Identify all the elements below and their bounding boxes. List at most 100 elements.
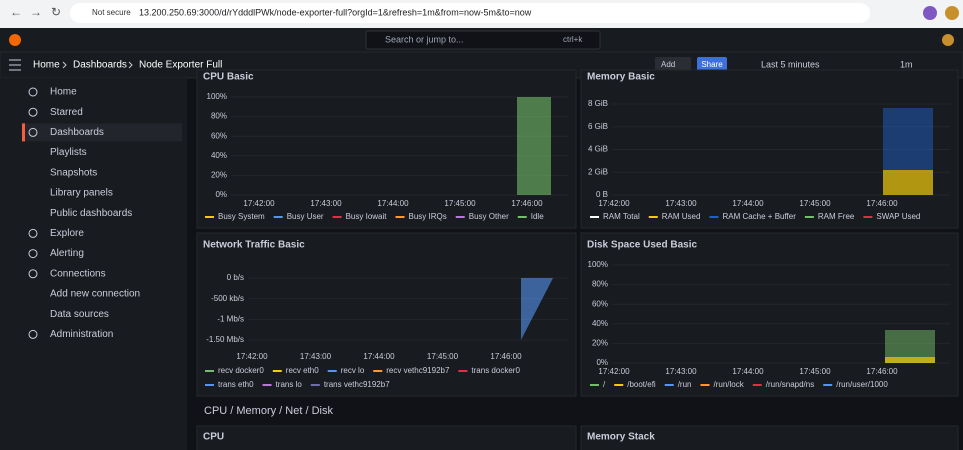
legend-label[interactable]: /run bbox=[678, 380, 692, 389]
security-label: Not secure bbox=[92, 8, 131, 17]
time-range[interactable]: Last 5 minutes bbox=[761, 59, 820, 69]
panel-title[interactable]: Disk Space Used Basic bbox=[587, 240, 697, 251]
panel-title[interactable]: CPU bbox=[203, 432, 224, 443]
x-tick-label: 17:46:00 bbox=[866, 199, 898, 208]
x-tick-label: 17:42:00 bbox=[598, 367, 630, 376]
menu-item[interactable]: Explore bbox=[50, 228, 84, 239]
submenu-item[interactable]: Library panels bbox=[50, 188, 113, 199]
y-tick-label: 4 GiB bbox=[588, 145, 608, 154]
x-tick-label: 17:46:00 bbox=[511, 199, 543, 208]
breadcrumb[interactable]: Node Exporter Full bbox=[139, 60, 222, 71]
user-avatar[interactable] bbox=[942, 34, 954, 46]
legend-label[interactable]: /boot/efi bbox=[627, 380, 656, 389]
profile[interactable] bbox=[923, 6, 937, 20]
menu-item[interactable]: Home bbox=[50, 87, 77, 98]
y-tick-label: -500 kb/s bbox=[211, 294, 244, 303]
y-tick-label: 40% bbox=[592, 319, 608, 328]
legend-label[interactable]: RAM Total bbox=[603, 212, 640, 221]
share-button[interactable] bbox=[697, 57, 727, 73]
url[interactable]: 13.200.250.69:3000/d/rYdddlPWk/node-expo… bbox=[139, 7, 532, 17]
panel-title[interactable]: CPU Basic bbox=[203, 72, 254, 83]
avatar[interactable] bbox=[945, 6, 959, 20]
legend-label[interactable]: recv eth0 bbox=[286, 366, 319, 375]
legend-swatch bbox=[804, 216, 814, 218]
series-shape bbox=[521, 278, 553, 340]
legend-swatch bbox=[648, 216, 658, 218]
legend-label[interactable]: /run/user/1000 bbox=[836, 380, 888, 389]
series-shape bbox=[883, 170, 933, 195]
menu-item[interactable]: Connections bbox=[50, 268, 106, 279]
back-button[interactable]: ← bbox=[10, 5, 22, 19]
menu-item[interactable]: Dashboards bbox=[50, 127, 104, 138]
y-tick-label: 2 GiB bbox=[588, 167, 608, 176]
series-shape bbox=[883, 108, 933, 170]
panel-title[interactable]: Network Traffic Basic bbox=[203, 240, 305, 251]
menu-icon bbox=[28, 249, 38, 259]
x-tick-label: 17:46:00 bbox=[866, 367, 898, 376]
panel bbox=[196, 69, 577, 229]
legend-label[interactable]: Busy Iowait bbox=[346, 212, 388, 221]
submenu-item[interactable]: Data sources bbox=[50, 309, 109, 320]
legend-swatch bbox=[823, 384, 833, 386]
x-tick-label: 17:46:00 bbox=[490, 352, 522, 361]
legend-label[interactable]: trans lo bbox=[276, 380, 303, 389]
legend-label[interactable]: Busy IRQs bbox=[409, 212, 447, 221]
x-tick-label: 17:43:00 bbox=[665, 199, 697, 208]
grafana-logo[interactable] bbox=[9, 34, 21, 46]
menu-item[interactable]: Starred bbox=[50, 107, 83, 118]
legend-label[interactable]: RAM Used bbox=[662, 212, 701, 221]
y-tick-label: 100% bbox=[207, 92, 227, 101]
panel bbox=[196, 425, 577, 450]
breadcrumbs: Home Dashboards Node Exporter Full bbox=[33, 60, 222, 71]
panel-title[interactable]: Memory Stack bbox=[587, 432, 655, 443]
submenu-item[interactable]: Public dashboards bbox=[50, 208, 132, 219]
reload-button[interactable]: ↻ bbox=[51, 5, 61, 19]
row-title[interactable]: CPU / Memory / Net / Disk bbox=[204, 405, 333, 417]
legend-label[interactable]: /run/lock bbox=[714, 380, 745, 389]
panel bbox=[580, 425, 959, 450]
menu-icon[interactable] bbox=[9, 59, 21, 71]
legend-label[interactable]: trans docker0 bbox=[471, 366, 520, 375]
search-box[interactable] bbox=[365, 30, 601, 50]
submenu-item[interactable]: Add new connection bbox=[50, 289, 140, 300]
legend-swatch bbox=[700, 384, 710, 386]
search-placeholder: Search or jump to... bbox=[385, 34, 464, 44]
lower-panels: CPU Memory Stack bbox=[196, 425, 959, 450]
legend-label[interactable]: SWAP Used bbox=[876, 212, 920, 221]
legend-label[interactable]: Busy User bbox=[287, 212, 324, 221]
active-item bbox=[22, 123, 182, 142]
forward-button[interactable]: → bbox=[30, 5, 42, 19]
legend-label[interactable]: recv docker0 bbox=[218, 366, 264, 375]
active-marker bbox=[22, 123, 25, 142]
legend-label[interactable]: trans vethc9192b7 bbox=[324, 380, 390, 389]
legend-label[interactable]: Busy Other bbox=[469, 212, 509, 221]
refresh-interval[interactable]: 1m bbox=[900, 59, 913, 69]
legend-label[interactable]: RAM Free bbox=[818, 212, 855, 221]
submenu-item[interactable]: Playlists bbox=[50, 147, 87, 158]
y-tick-label: 100% bbox=[588, 260, 608, 269]
breadcrumb[interactable]: Dashboards bbox=[73, 60, 127, 71]
legend-label[interactable]: Idle bbox=[531, 212, 544, 221]
address-bar[interactable] bbox=[70, 3, 870, 23]
legend-label[interactable]: RAM Cache + Buffer bbox=[722, 212, 796, 221]
legend-label[interactable]: recv vethc9192b7 bbox=[386, 366, 450, 375]
submenu-item[interactable]: Snapshots bbox=[50, 167, 97, 178]
legend-label[interactable]: / bbox=[603, 380, 606, 389]
legend-label[interactable]: trans eth0 bbox=[218, 380, 254, 389]
x-tick-label: 17:42:00 bbox=[236, 352, 268, 361]
legend-label[interactable]: /run/snapd/ns bbox=[766, 380, 814, 389]
add-button[interactable] bbox=[655, 57, 691, 73]
menu-item[interactable]: Administration bbox=[50, 329, 113, 340]
separator bbox=[62, 61, 67, 69]
legend-label[interactable]: Busy System bbox=[218, 212, 265, 221]
panel-title[interactable]: Memory Basic bbox=[587, 72, 655, 83]
legend-swatch bbox=[332, 216, 342, 218]
y-tick-label: 20% bbox=[211, 171, 227, 180]
legend-label[interactable]: recv lo bbox=[341, 366, 365, 375]
y-tick-label: -1.50 Mb/s bbox=[206, 335, 244, 344]
breadcrumb[interactable]: Home bbox=[33, 60, 60, 71]
menu-item[interactable]: Alerting bbox=[50, 248, 84, 259]
y-tick-label: -1 Mb/s bbox=[217, 314, 244, 323]
